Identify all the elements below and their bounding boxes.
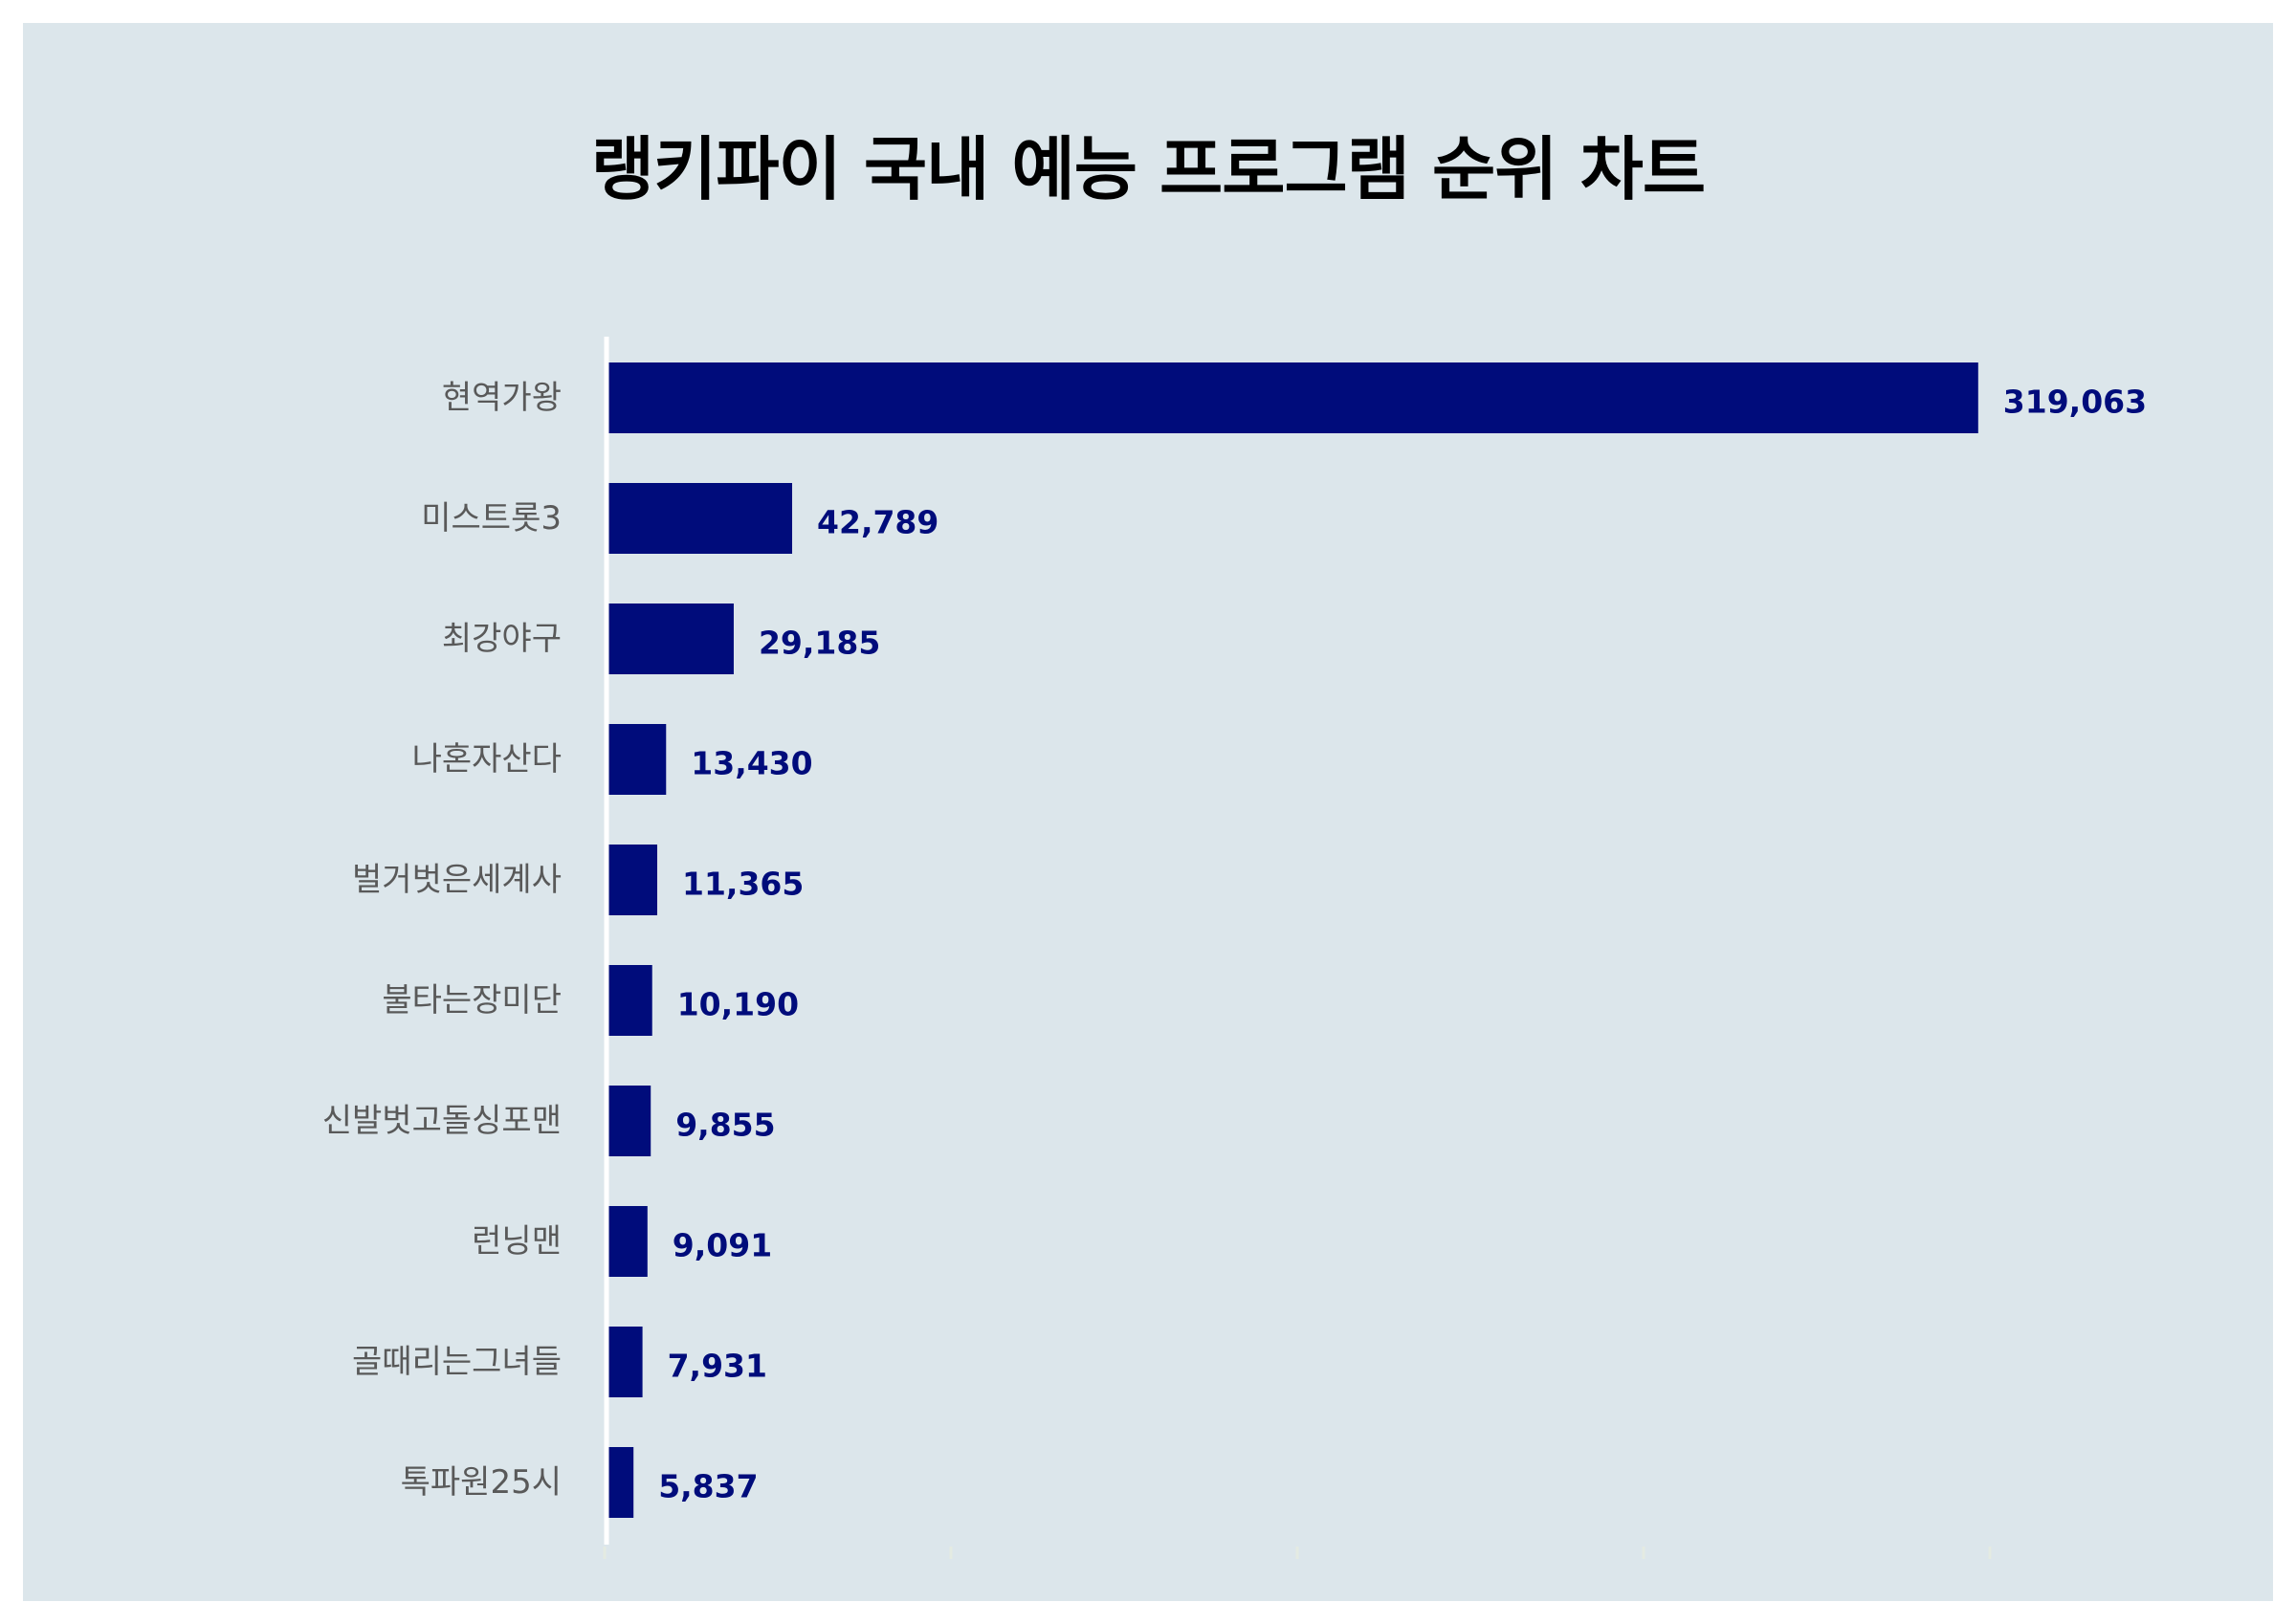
category-label: 미스트롯3 bbox=[421, 499, 562, 538]
value-label: 11,365 bbox=[682, 866, 804, 903]
value-label: 9,091 bbox=[673, 1227, 772, 1264]
category-label: 최강야구 bbox=[442, 620, 562, 658]
bar-8 bbox=[608, 1206, 648, 1277]
bar-3 bbox=[608, 604, 734, 674]
bar-7 bbox=[608, 1086, 651, 1156]
bar-6 bbox=[608, 965, 652, 1036]
category-label: 신발벗고돌싱포맨 bbox=[322, 1102, 562, 1140]
bar-9 bbox=[608, 1327, 643, 1397]
value-label: 10,190 bbox=[677, 986, 799, 1023]
bar-1 bbox=[608, 362, 1978, 433]
bar-10 bbox=[608, 1447, 634, 1518]
value-label: 42,789 bbox=[817, 504, 938, 541]
bar-5 bbox=[608, 845, 658, 915]
value-label: 7,931 bbox=[668, 1348, 767, 1385]
bar-2 bbox=[608, 483, 793, 554]
bars-group: 현역가왕 319,063 미스트롯3 42,789 최강야구 29,185 나혼자산다 13,… bbox=[322, 362, 2147, 1518]
chart-title: 랭키파이 국내 예능 프로그램 순위 차트 bbox=[590, 129, 1706, 209]
x-axis-ticks bbox=[603, 1547, 1992, 1559]
value-label: 9,855 bbox=[675, 1107, 775, 1144]
chart-panel bbox=[23, 23, 2273, 1601]
bar-4 bbox=[608, 724, 667, 795]
category-label: 현역가왕 bbox=[442, 379, 562, 417]
value-label: 319,063 bbox=[2003, 384, 2147, 421]
category-label: 나혼자산다 bbox=[412, 740, 562, 779]
category-label: 벌거벗은세계사 bbox=[352, 861, 562, 899]
category-label: 런닝맨 bbox=[472, 1222, 562, 1261]
category-label: 톡파원25시 bbox=[401, 1463, 562, 1502]
value-label: 13,430 bbox=[691, 745, 812, 782]
category-label: 골때리는그녀들 bbox=[352, 1343, 562, 1381]
value-label: 5,837 bbox=[658, 1468, 758, 1505]
category-label: 불타는장미단 bbox=[382, 981, 562, 1020]
value-label: 29,185 bbox=[759, 625, 880, 662]
